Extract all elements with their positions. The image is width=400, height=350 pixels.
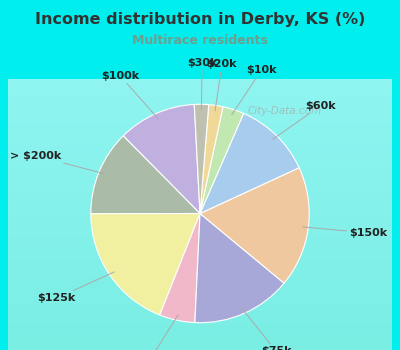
Text: > $200k: > $200k <box>10 150 104 174</box>
Wedge shape <box>160 214 200 323</box>
Text: $60k: $60k <box>272 101 336 139</box>
Text: $200k: $200k <box>130 315 178 350</box>
Wedge shape <box>200 105 223 214</box>
Text: City-Data.com: City-Data.com <box>248 106 322 116</box>
Wedge shape <box>200 107 244 214</box>
Wedge shape <box>200 168 309 283</box>
Text: $125k: $125k <box>37 272 114 303</box>
Text: Multirace residents: Multirace residents <box>132 34 268 47</box>
Text: $100k: $100k <box>101 71 158 119</box>
Wedge shape <box>123 104 200 214</box>
Text: $10k: $10k <box>232 65 277 115</box>
Text: $75k: $75k <box>242 308 292 350</box>
Text: $30k: $30k <box>187 58 217 110</box>
Wedge shape <box>194 104 209 214</box>
Wedge shape <box>200 113 299 214</box>
Text: $20k: $20k <box>207 60 237 111</box>
Wedge shape <box>91 136 200 214</box>
Text: $150k: $150k <box>303 227 388 238</box>
Text: Income distribution in Derby, KS (%): Income distribution in Derby, KS (%) <box>35 12 365 27</box>
Wedge shape <box>91 214 200 315</box>
Wedge shape <box>195 214 284 323</box>
